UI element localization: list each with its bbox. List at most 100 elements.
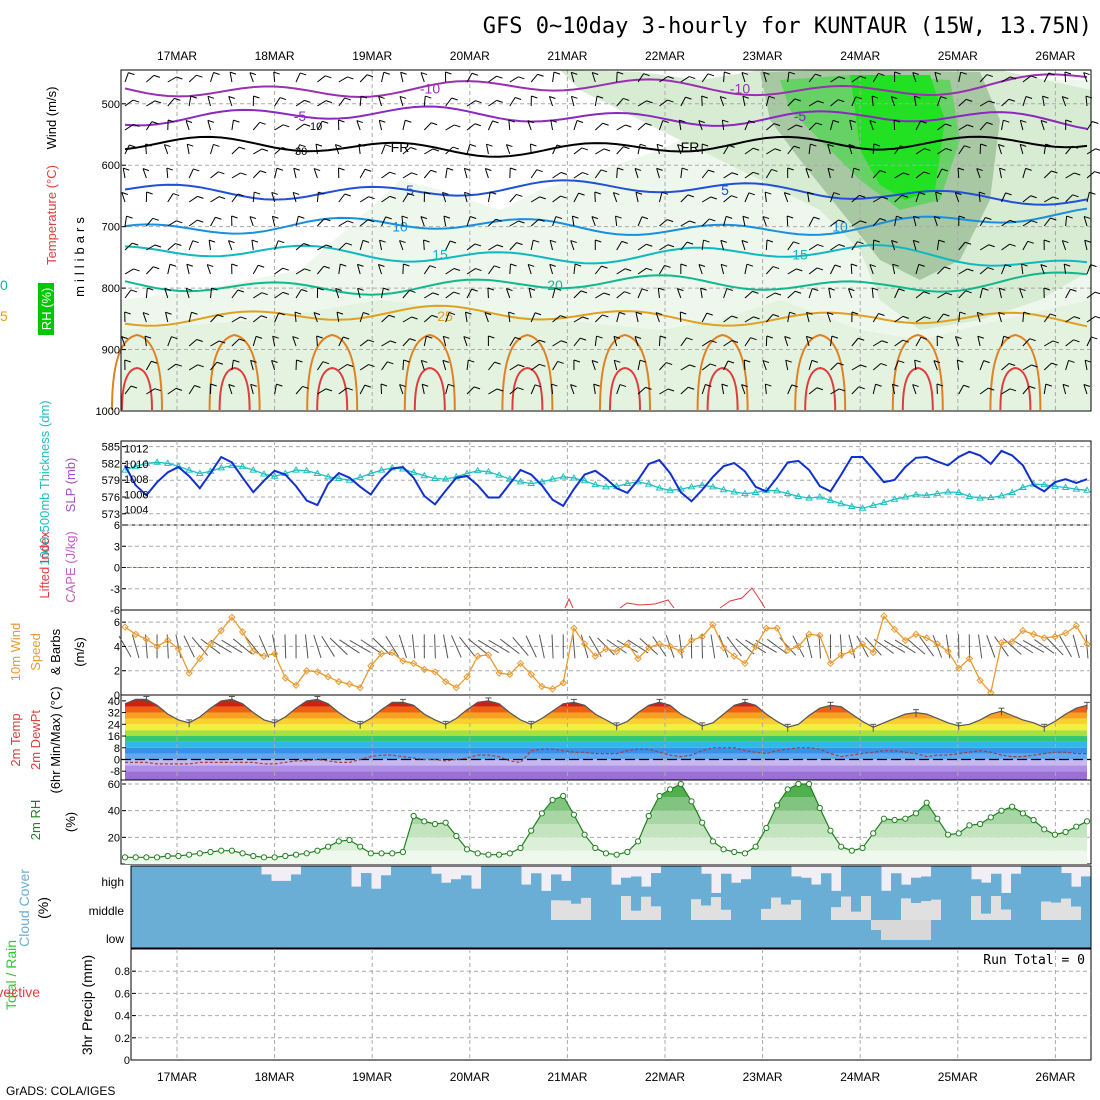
wind-barb-flag <box>322 361 330 365</box>
rh-2m-point <box>431 820 439 828</box>
wind-barb-flag <box>656 167 663 171</box>
wind-barb <box>338 97 346 107</box>
wind-barb-flag <box>465 311 472 315</box>
wind-barb-flag <box>1027 240 1034 244</box>
wind-speed-point <box>399 657 407 665</box>
wind-barb <box>188 385 195 395</box>
cloud-cell-high <box>311 866 322 893</box>
wind-barb-flag <box>645 386 652 390</box>
cloud-cell-middle <box>661 893 672 920</box>
wind-barb-flag <box>1070 288 1077 292</box>
wind-barb-flag <box>303 123 311 127</box>
wind-title-label: 10m Wind <box>8 623 23 682</box>
wind-barb-flag <box>249 72 257 76</box>
cloud-cell-high <box>831 890 842 893</box>
wind-barb <box>381 144 386 155</box>
cloud-cell-middle <box>961 893 972 920</box>
wind-10m-barb <box>767 638 788 654</box>
wind-barb <box>954 336 960 347</box>
wind-barb <box>1086 192 1090 203</box>
wind-barb <box>979 387 989 395</box>
wind-barb <box>701 240 704 251</box>
cloud-cell-middle <box>981 893 992 914</box>
wind-barb-flag <box>128 72 135 76</box>
wind-barb-flag <box>240 172 247 176</box>
cloud-cell-middle <box>801 893 812 920</box>
wind-barb-flag <box>272 335 279 339</box>
wind-barb-flag <box>570 384 577 388</box>
wind-barb-flag <box>766 335 773 339</box>
wind-speed-point <box>164 636 172 645</box>
wind-speed-point <box>955 664 963 672</box>
cloud-cell-low <box>211 920 222 948</box>
wind-barb <box>442 360 447 371</box>
wind-barb <box>124 72 129 83</box>
cloud-cell-middle <box>241 893 252 920</box>
wind-barb-flag <box>721 263 728 267</box>
wind-barb-flag <box>686 241 694 245</box>
wind-barb-flag <box>443 215 451 219</box>
wind-barb-flag <box>687 194 695 198</box>
wind-barb-flag <box>621 240 628 244</box>
wind-barb <box>872 313 879 323</box>
wind-barb <box>912 240 917 251</box>
wind-barb-flag <box>336 311 344 315</box>
cloud-cell-low <box>621 920 632 948</box>
wind-barb-flag <box>1005 264 1012 268</box>
wind-barb-flag <box>1040 264 1047 268</box>
wind-barb-flag <box>1073 339 1080 343</box>
wind-barb <box>552 72 555 83</box>
wind-speed-point <box>313 668 322 676</box>
wind-barb <box>338 387 348 395</box>
wind-barb-flag <box>186 263 194 267</box>
wind-speed-point <box>484 651 493 659</box>
cloud-cell-high <box>611 884 622 893</box>
thickness-line <box>124 461 1088 509</box>
wind-barb-flag <box>613 335 621 339</box>
wind-barb <box>466 100 476 107</box>
wind-barb <box>293 168 297 179</box>
cloud-cell-low <box>1001 920 1012 948</box>
wind-barb-flag <box>385 216 392 220</box>
wind-barb <box>274 312 280 323</box>
tick-label: 0 <box>114 690 120 702</box>
wind-barb <box>530 339 540 347</box>
cloud-cell-middle <box>321 893 332 920</box>
wind-barb-flag <box>748 192 756 196</box>
wind-barb <box>826 312 831 323</box>
wind-barb <box>851 386 860 395</box>
wind-barb-flag <box>859 194 866 198</box>
wind-barb-flag <box>731 172 739 176</box>
wind-barb <box>402 290 410 299</box>
isotherm-loop <box>208 333 261 411</box>
cloud-cell-middle <box>221 893 232 920</box>
tick-label: 582 <box>102 458 120 470</box>
wind-barb-flag <box>378 264 385 267</box>
wind-barb-flag <box>190 95 197 99</box>
wind-barb-flag <box>726 215 733 219</box>
wind-barb-flag <box>771 168 778 172</box>
wind-barb <box>872 143 875 155</box>
cloud-cell-middle <box>731 893 742 920</box>
rh-axis-label: RH (%) <box>39 288 54 331</box>
wind-barb-flag <box>484 312 492 316</box>
wind-barb <box>292 192 297 203</box>
wind-barb-flag <box>144 335 152 339</box>
wind-barb <box>958 124 968 131</box>
wind-barb-flag <box>665 362 673 366</box>
wind-barb <box>271 360 276 371</box>
wind-barb-flag <box>1050 217 1057 221</box>
wind-barb <box>1019 288 1024 299</box>
cloud-gap-middle <box>991 896 1002 920</box>
wind-barb <box>146 266 154 275</box>
rh-2m-point <box>816 804 823 812</box>
isotherm-loop <box>501 333 554 411</box>
rh-2m-point <box>987 814 994 821</box>
wind-barb <box>274 168 278 179</box>
wind-barb-flag <box>891 96 898 100</box>
wind-barb <box>445 124 455 131</box>
thickness-point <box>933 489 942 497</box>
wind-barb-flag <box>124 311 131 315</box>
wind-barb-flag <box>578 192 585 196</box>
